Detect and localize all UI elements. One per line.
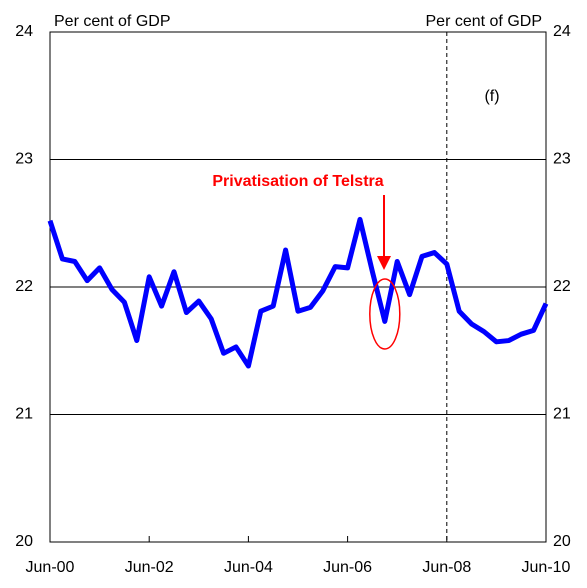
x-tick-label: Jun-08 [422,559,471,576]
annotation-arrowhead [377,256,391,270]
data-line [47,216,549,369]
y2-tick-label: 24 [553,23,571,40]
y2-tick-label: 20 [553,533,571,550]
y2-tick-label: 21 [553,406,571,423]
y2-tick-label: 23 [553,151,571,168]
annotation-ellipse [369,278,401,350]
y-tick-label: 23 [15,151,33,168]
y2-tick-label: 22 [553,278,571,295]
x-tick-label: Jun-10 [522,559,571,576]
y-tick-label: 20 [15,533,33,550]
x-tick-label: Jun-00 [26,559,75,576]
y-tick-label: 24 [15,23,33,40]
y-axis-label-right: Per cent of GDP [426,13,543,30]
y-tick-label: 21 [15,406,33,423]
y-tick-label: 22 [15,278,33,295]
x-tick-label: Jun-04 [224,559,273,576]
y-axis-label-left: Per cent of GDP [54,13,171,30]
annotation: Privatisation of Telstra [212,173,383,190]
x-tick-label: Jun-06 [323,559,372,576]
forecast-label: (f) [484,88,499,105]
x-tick-label: Jun-02 [125,559,174,576]
